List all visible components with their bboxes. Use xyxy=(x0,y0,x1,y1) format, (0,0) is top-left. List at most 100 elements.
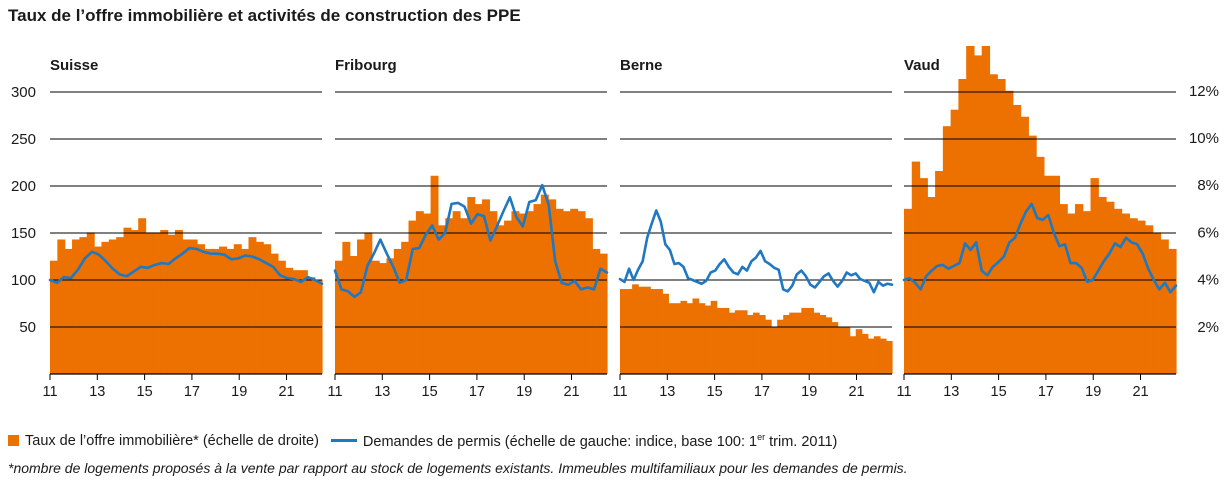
supply-rate-bar xyxy=(211,248,220,374)
supply-rate-bar xyxy=(459,218,468,374)
supply-rate-bar xyxy=(795,312,802,374)
supply-rate-bar xyxy=(879,338,887,374)
supply-rate-bar xyxy=(72,239,80,374)
supply-rate-bar xyxy=(1059,204,1068,374)
x-tick-label: 15 xyxy=(137,384,153,400)
supply-rate-bar xyxy=(452,211,461,374)
x-tick-label: 13 xyxy=(943,384,959,400)
supply-rate-bar xyxy=(728,312,736,374)
supply-rate-bar xyxy=(263,244,272,374)
right-axis-label: 6% xyxy=(1197,224,1219,241)
supply-rate-bar xyxy=(919,178,928,374)
supply-rate-bar xyxy=(64,248,73,374)
supply-rate-bar xyxy=(292,270,301,374)
supply-rate-bar xyxy=(152,232,161,374)
supply-rate-bar xyxy=(911,161,921,374)
supply-rate-bar xyxy=(548,199,557,374)
supply-rate-bar xyxy=(680,300,688,374)
left-axis-label: 50 xyxy=(19,319,36,336)
supply-rate-bar xyxy=(632,284,639,374)
supply-rate-bar xyxy=(1028,135,1037,374)
supply-rate-bar xyxy=(935,171,944,374)
supply-rate-bar xyxy=(123,227,132,374)
supply-rate-bar xyxy=(746,315,754,374)
supply-rate-bar xyxy=(562,211,571,374)
supply-rate-bar xyxy=(94,246,103,374)
supply-rate-bar xyxy=(650,289,657,374)
panel-title: Suisse xyxy=(50,57,98,74)
supply-rate-bar xyxy=(364,232,373,374)
supply-rate-bar xyxy=(1012,104,1022,375)
supply-rate-bar xyxy=(299,270,308,374)
x-tick-label: 11 xyxy=(42,384,57,400)
supply-rate-bar xyxy=(765,319,772,374)
chart-title: Taux de l’offre immobilière et activités… xyxy=(8,6,521,25)
supply-rate-bar xyxy=(831,322,839,374)
supply-rate-bar xyxy=(783,315,790,374)
supply-rate-bar xyxy=(966,45,975,375)
supply-rate-bar xyxy=(518,213,527,374)
x-tick-label: 17 xyxy=(469,384,485,400)
supply-rate-bar xyxy=(668,303,675,374)
legend: Taux de l’offre immobilière* (échelle de… xyxy=(8,432,837,450)
supply-rate-bar xyxy=(482,199,490,374)
supply-rate-bar xyxy=(759,315,766,374)
supply-rate-bar xyxy=(885,340,893,374)
x-tick-label: 21 xyxy=(563,384,579,400)
supply-rate-bar xyxy=(108,239,117,374)
x-tick-label: 19 xyxy=(1085,384,1101,400)
right-axis-label: 10% xyxy=(1189,130,1219,147)
left-axis-label: 150 xyxy=(11,225,36,242)
x-tick-label: 17 xyxy=(754,384,770,400)
supply-rate-bar xyxy=(393,248,402,374)
left-axis-label: 100 xyxy=(11,272,36,289)
left-axis-label: 200 xyxy=(11,178,36,195)
supply-rate-bar xyxy=(1082,211,1092,374)
supply-rate-bar xyxy=(1067,213,1076,374)
supply-rate-bar xyxy=(789,312,796,374)
x-tick-label: 21 xyxy=(278,384,294,400)
supply-rate-bar xyxy=(819,315,827,374)
supply-rate-bar xyxy=(445,218,454,374)
supply-rate-bar xyxy=(692,298,700,374)
supply-rate-bar xyxy=(226,248,235,374)
supply-rate-bar xyxy=(489,211,498,374)
panel-suisse: 11 13 15 17 19 21 Suisse xyxy=(42,57,324,400)
right-axis-label: 12% xyxy=(1189,83,1219,100)
x-tick-label: 19 xyxy=(801,384,817,400)
panel-fribourg: 11 13 15 17 19 21 Fribourg xyxy=(327,57,609,400)
panel-title: Fribourg xyxy=(335,57,397,74)
supply-rate-bar xyxy=(182,239,191,374)
supply-rate-bar xyxy=(686,303,694,374)
supply-rate-bar xyxy=(638,286,645,374)
supply-rate-bar xyxy=(1160,239,1169,374)
left-axis-label: 250 xyxy=(11,131,36,148)
x-tick-label: 15 xyxy=(991,384,1007,400)
supply-rate-bar xyxy=(526,211,535,374)
x-tick-label: 15 xyxy=(707,384,723,400)
panel-berne: 11 13 15 17 19 21 Berne xyxy=(612,57,894,400)
legend-line-swatch xyxy=(330,439,357,443)
supply-rate-bar xyxy=(379,263,388,374)
supply-rate-bar xyxy=(430,175,439,374)
legend-line-label-tail: trim. 2011) xyxy=(765,433,838,450)
supply-rate-bar xyxy=(849,336,857,374)
supply-rate-bar xyxy=(160,230,169,374)
supply-rate-bar xyxy=(1106,201,1115,374)
supply-rate-bar xyxy=(710,300,718,374)
supply-rate-bar xyxy=(342,241,351,374)
right-axis-label: 4% xyxy=(1197,272,1219,289)
supply-rate-bar xyxy=(255,241,264,374)
supply-rate-bar xyxy=(1152,232,1162,374)
supply-rate-bar xyxy=(807,307,815,374)
supply-rate-bar xyxy=(752,312,760,374)
supply-rate-bar xyxy=(86,232,95,374)
x-tick-label: 11 xyxy=(896,384,911,400)
supply-rate-bar xyxy=(777,319,784,374)
supply-rate-bar xyxy=(997,79,1006,374)
x-tick-label: 13 xyxy=(659,384,675,400)
supply-rate-bar xyxy=(401,241,410,374)
supply-rate-bar xyxy=(277,260,286,374)
supply-rate-bar xyxy=(656,289,663,374)
